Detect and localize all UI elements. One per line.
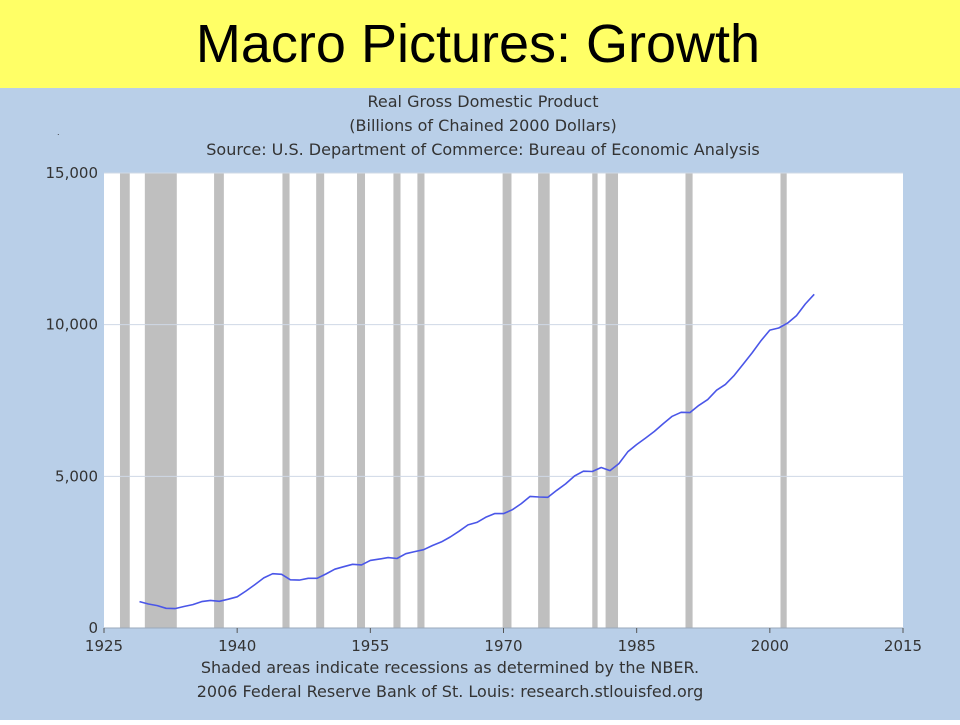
recession-band bbox=[214, 173, 224, 628]
x-tick-label: 1985 bbox=[618, 637, 656, 655]
gdp-series-line bbox=[139, 293, 815, 610]
chart-subtitle: (Billions of Chained 2000 Dollars) bbox=[349, 116, 616, 135]
y-tick-label: 5,000 bbox=[55, 467, 98, 485]
footnote-nber: Shaded areas indicate recessions as dete… bbox=[201, 658, 699, 677]
chart-title: Real Gross Domestic Product bbox=[368, 92, 599, 111]
recession-band bbox=[282, 173, 290, 628]
x-tick-label: 1940 bbox=[218, 637, 256, 655]
y-tick-label: 15,000 bbox=[46, 164, 99, 182]
recession-band bbox=[357, 173, 366, 628]
chart-source: Source: U.S. Department of Commerce: Bur… bbox=[206, 140, 759, 159]
slide-title: Macro Pictures: Growth bbox=[195, 14, 761, 74]
recession-bands bbox=[119, 173, 787, 628]
recession-band bbox=[538, 173, 550, 628]
gdp-line-chart: Real Gross Domestic Product (Billions of… bbox=[46, 92, 923, 701]
x-tick-label: 1955 bbox=[351, 637, 389, 655]
recession-band bbox=[502, 173, 512, 628]
x-tick-label: 2000 bbox=[751, 637, 789, 655]
chart-dot: . bbox=[57, 128, 60, 137]
recession-band bbox=[780, 173, 787, 628]
recession-band bbox=[685, 173, 693, 628]
recession-band bbox=[316, 173, 325, 628]
recession-band bbox=[605, 173, 619, 628]
chart-panel: Real Gross Domestic Product (Billions of… bbox=[0, 88, 960, 720]
footnote-credit: 2006 Federal Reserve Bank of St. Louis: … bbox=[197, 682, 704, 701]
recession-band bbox=[592, 173, 598, 628]
recession-band bbox=[119, 173, 130, 628]
x-tick-label: 1970 bbox=[484, 637, 522, 655]
y-axis-ticks: 0 5,000 10,000 15,000 bbox=[46, 164, 99, 637]
recession-band bbox=[393, 173, 401, 628]
x-axis-ticks: 1925 1940 1955 1970 1985 2000 2015 bbox=[85, 628, 922, 655]
recession-band bbox=[417, 173, 425, 628]
y-tick-label: 10,000 bbox=[46, 316, 99, 334]
y-tick-label: 0 bbox=[88, 619, 98, 637]
title-bar: Macro Pictures: Growth bbox=[0, 0, 960, 88]
recession-band bbox=[144, 173, 177, 628]
x-tick-label: 1925 bbox=[85, 637, 123, 655]
x-tick-label: 2015 bbox=[884, 637, 922, 655]
